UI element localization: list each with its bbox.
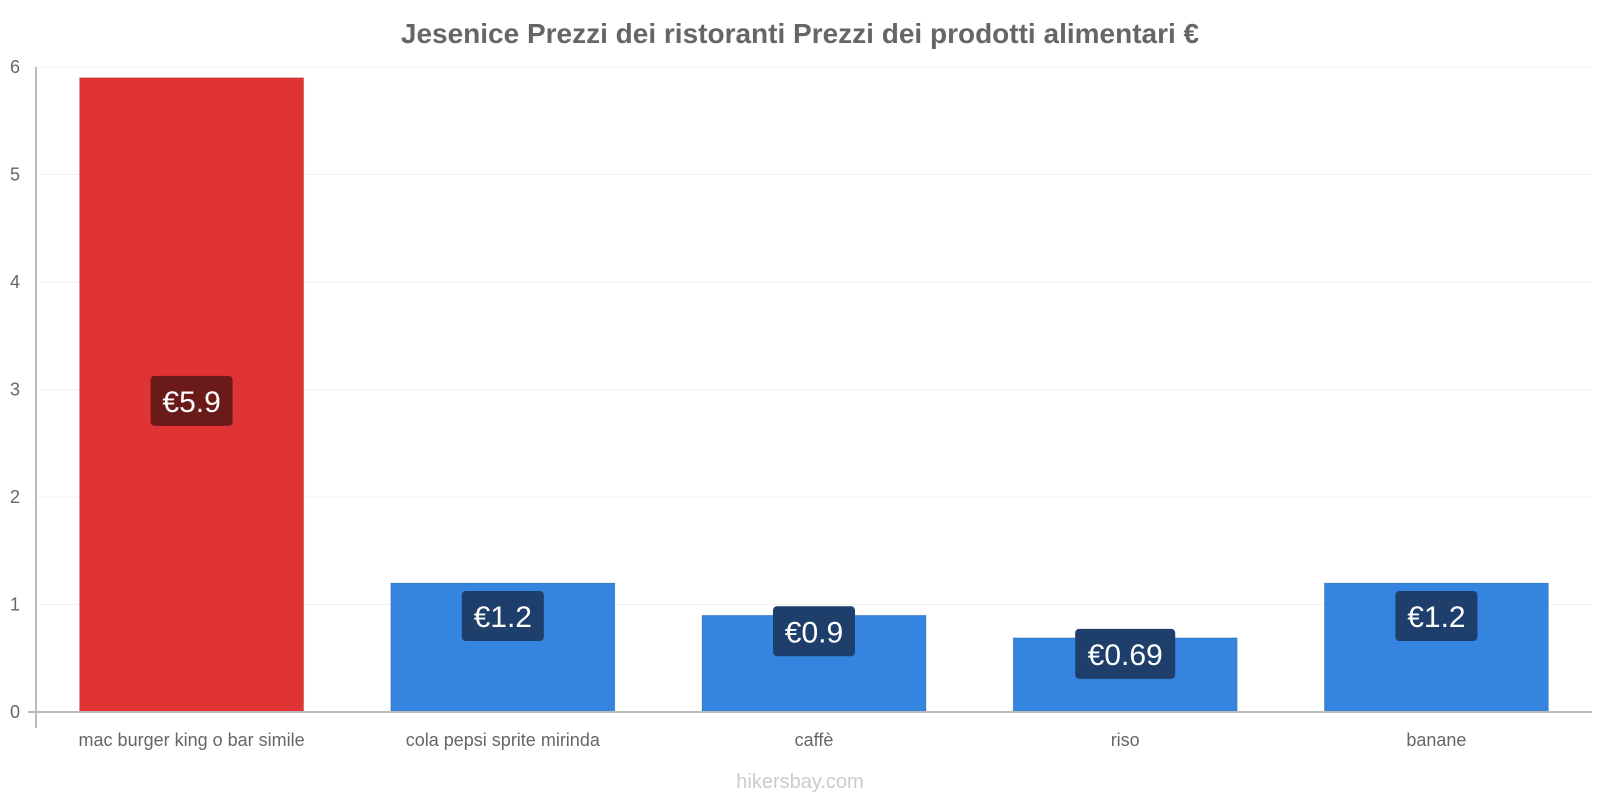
value-label-box xyxy=(1075,628,1176,679)
value-label-box xyxy=(150,375,233,426)
y-tick-label: 2 xyxy=(10,487,20,507)
y-tick-label: 4 xyxy=(10,272,20,292)
y-tick-label: 3 xyxy=(10,380,20,400)
x-tick-label: riso xyxy=(1111,730,1140,750)
value-label-box xyxy=(773,606,855,657)
x-tick-label: cola pepsi sprite mirinda xyxy=(406,730,601,750)
value-labels: €5.9 €1.2 €0.9 €0.69 €1.2 xyxy=(150,375,1478,679)
x-tick-label: banane xyxy=(1406,730,1466,750)
value-label: €0.9 xyxy=(785,616,843,649)
value-label-box xyxy=(1395,591,1478,641)
y-axis: 0 1 2 3 4 5 6 xyxy=(10,57,37,728)
value-label: €0.69 xyxy=(1088,639,1163,672)
watermark: hikersbay.com xyxy=(736,771,863,793)
y-tick-label: 6 xyxy=(10,57,20,77)
x-axis: mac burger king o bar simile cola pepsi s… xyxy=(28,711,1592,750)
x-tick-label: mac burger king o bar simile xyxy=(79,730,305,750)
x-tick-label: caffè xyxy=(795,730,834,750)
value-label: €5.9 xyxy=(162,386,220,419)
value-label: €1.2 xyxy=(1407,601,1465,634)
chart-title: Jesenice Prezzi dei ristoranti Prezzi de… xyxy=(401,18,1200,49)
y-tick-label: 1 xyxy=(10,595,20,615)
y-tick-label: 5 xyxy=(10,165,20,185)
value-label: €1.2 xyxy=(474,601,532,634)
value-label-box xyxy=(461,591,544,641)
y-tick-label: 0 xyxy=(10,702,20,722)
